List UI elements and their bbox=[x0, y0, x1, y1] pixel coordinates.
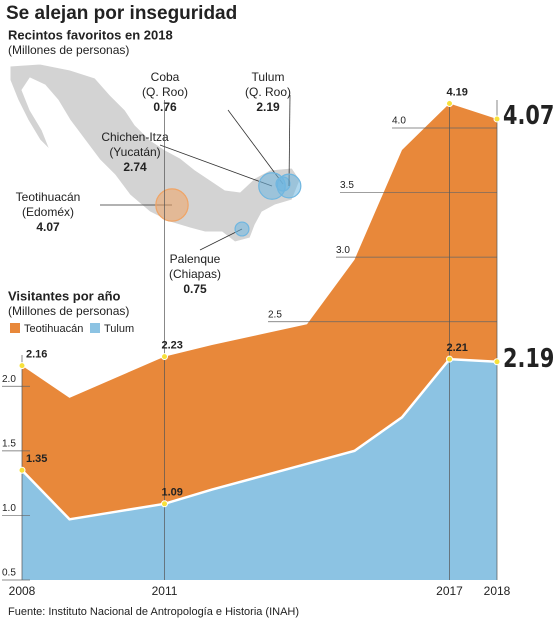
value-label: 1.09 bbox=[162, 487, 183, 499]
site-name: Tulum bbox=[252, 70, 285, 84]
leader-line bbox=[199, 228, 243, 251]
leader-line bbox=[159, 144, 273, 187]
site-name: Chichen-Itza bbox=[101, 130, 169, 144]
series-area bbox=[22, 359, 497, 580]
title: Se alejan por inseguridad bbox=[6, 3, 237, 24]
value-label: 2.16 bbox=[26, 349, 47, 361]
site-name: Palenque bbox=[170, 252, 221, 266]
value-label-large: 4.07 bbox=[503, 100, 554, 131]
chart-subtitle: (Millones de personas) bbox=[8, 304, 129, 318]
leader-line bbox=[227, 109, 284, 185]
y-tick-label: 2.5 bbox=[268, 309, 282, 320]
site-name: Coba bbox=[151, 70, 180, 84]
site-state: (Q. Roo) bbox=[142, 85, 188, 99]
site-state: (Chiapas) bbox=[169, 267, 221, 281]
point-marker bbox=[493, 358, 501, 366]
point-marker bbox=[446, 355, 453, 363]
chart: Teotihuacán Tulum 0.5 1.0 1.5 2.0 2.5 3.0 3.5 4.0… bbox=[2, 86, 554, 598]
x-tick-label: 2011 bbox=[152, 584, 178, 598]
site-state: (Edoméx) bbox=[22, 205, 74, 219]
source: Fuente: Instituto Nacional de Antropolog… bbox=[8, 606, 299, 618]
site-bubble bbox=[234, 221, 250, 237]
point-marker bbox=[446, 99, 453, 107]
x-tick-label: 2017 bbox=[436, 584, 463, 598]
site-value: 4.07 bbox=[36, 220, 60, 234]
map-unit: (Millones de personas) bbox=[8, 43, 129, 57]
series-line bbox=[21, 357, 498, 521]
point-marker bbox=[493, 115, 501, 123]
y-tick-label: 2.0 bbox=[2, 374, 16, 385]
y-tick-label: 4.0 bbox=[392, 116, 406, 127]
site-bubble bbox=[155, 188, 189, 222]
site-value: 0.75 bbox=[183, 282, 207, 296]
y-tick-label: 3.5 bbox=[340, 180, 354, 191]
legend-label: Teotihuacán bbox=[24, 323, 83, 335]
chart-title: Visitantes por año bbox=[8, 288, 121, 303]
value-label: 4.19 bbox=[447, 86, 468, 98]
y-tick-label: 1.0 bbox=[2, 503, 16, 514]
value-label-large: 2.19 bbox=[503, 343, 554, 374]
site-value: 2.19 bbox=[256, 100, 280, 114]
x-tick-label: 2008 bbox=[9, 584, 36, 598]
value-label: 1.35 bbox=[26, 453, 47, 465]
legend-label: Tulum bbox=[104, 323, 134, 335]
point-marker bbox=[18, 466, 26, 474]
point-marker bbox=[18, 362, 26, 370]
site-state: (Q. Roo) bbox=[245, 85, 291, 99]
y-tick-label: 1.5 bbox=[2, 438, 16, 449]
legend-swatch bbox=[10, 323, 20, 333]
site-bubble bbox=[258, 172, 286, 200]
point-marker bbox=[161, 500, 168, 508]
site-state: (Yucatán) bbox=[109, 145, 160, 159]
site-value: 0.76 bbox=[153, 100, 177, 114]
map-subtitle: Recintos favoritos en 2018 bbox=[8, 27, 173, 42]
x-tick-label: 2018 bbox=[484, 584, 511, 598]
site-value: 2.74 bbox=[123, 160, 147, 174]
legend-swatch bbox=[90, 323, 100, 333]
y-tick-label: 3.0 bbox=[336, 245, 350, 256]
value-label: 2.21 bbox=[447, 342, 468, 354]
point-marker bbox=[161, 353, 168, 361]
mexico-outline bbox=[9, 63, 301, 243]
value-label: 2.23 bbox=[162, 339, 183, 351]
y-tick-label: 0.5 bbox=[2, 568, 16, 579]
leader-line bbox=[288, 94, 291, 187]
site-name: Teotihuacán bbox=[16, 190, 81, 204]
